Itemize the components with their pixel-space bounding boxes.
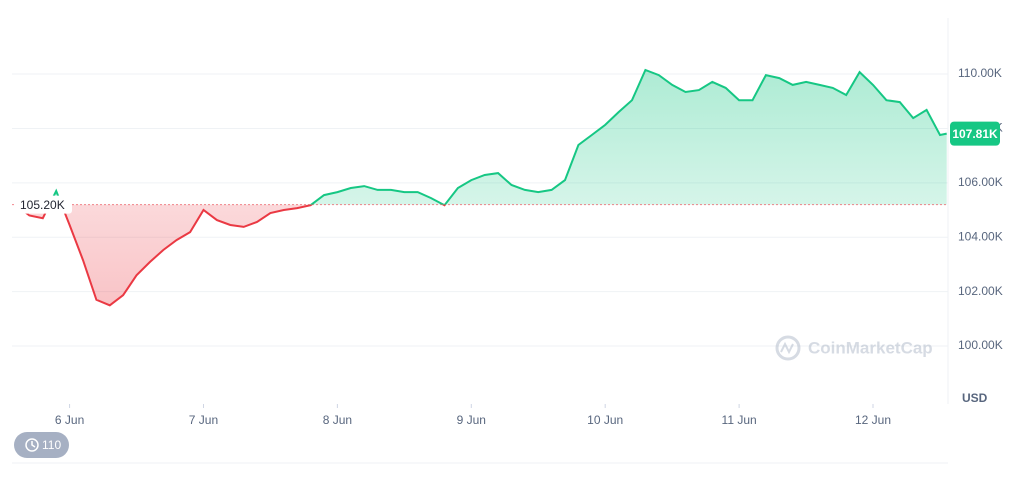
watermark-text: CoinMarketCap (808, 338, 933, 357)
area-down (16, 204, 445, 306)
badge-bg (14, 432, 69, 458)
badge[interactable]: 110 (14, 432, 69, 458)
y-unit: USD (962, 391, 988, 405)
baseline-label-bg (14, 195, 72, 214)
x-tick-label: 7 Jun (189, 413, 218, 427)
badge-text: 110 (42, 438, 61, 452)
x-tick-label: 10 Jun (587, 413, 623, 427)
x-tick-label: 12 Jun (855, 413, 891, 427)
watermark: CoinMarketCap (775, 335, 933, 361)
area-up (16, 70, 947, 205)
x-tick-label: 8 Jun (323, 413, 352, 427)
price-line-up (16, 68, 947, 205)
x-tick-label: 11 Jun (722, 413, 757, 427)
x-tick-label: 6 Jun (55, 413, 84, 427)
y-tick-label: 102.00K (958, 284, 1003, 298)
y-tick-label: 110.00K (958, 66, 1002, 80)
last-price-bg (950, 121, 1000, 146)
price-line-down (15, 204, 447, 307)
badge-icon (25, 438, 39, 452)
y-tick-label: 104.00K (958, 229, 1003, 243)
y-tick-label: 106.00K (958, 175, 1003, 189)
x-tick-label: 9 Jun (457, 413, 486, 427)
last-price-label: 107.81K (952, 127, 998, 141)
baseline-label: 105.20K (20, 198, 65, 212)
y-tick-label: 100.00K (958, 338, 1003, 352)
